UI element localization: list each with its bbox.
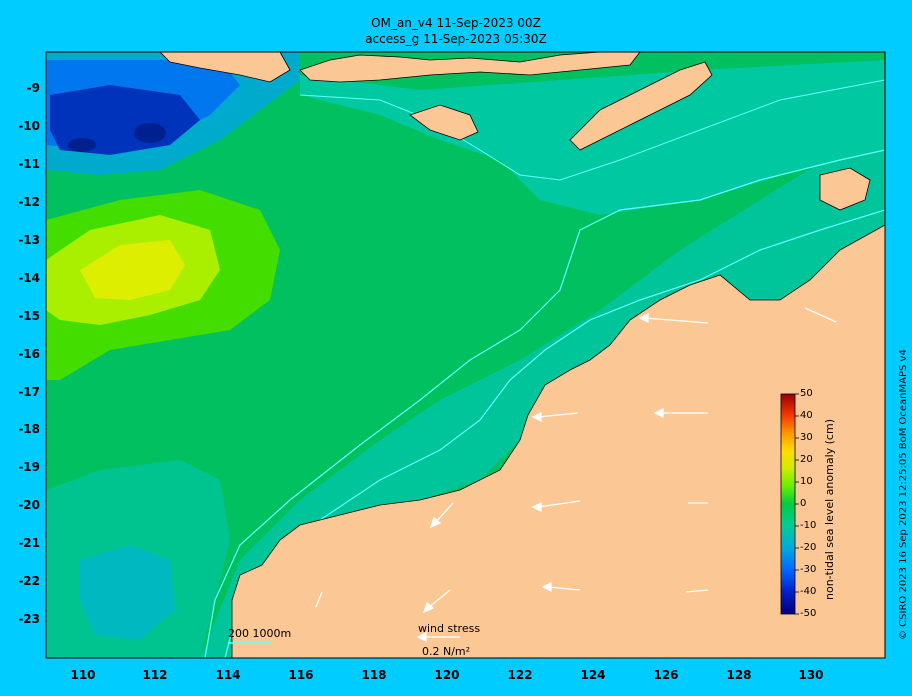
latitude-label: -16 (18, 347, 40, 361)
isobath-north (299, 79, 885, 181)
positive-anomaly-peak (80, 240, 185, 300)
credit-text: © CSIRO 2023 16 Sep 2023 12:25:05 BoM Oc… (898, 349, 909, 640)
colorbar-tick-label: 50 (800, 388, 813, 399)
latitude-label: -17 (18, 385, 40, 399)
tip-landmass-ne (819, 167, 871, 211)
latitude-label: -14 (18, 271, 40, 285)
colorbar-tick-label: -50 (800, 608, 817, 619)
negative-anomaly-min (134, 123, 166, 143)
colorbar-tick-label: -30 (800, 564, 817, 575)
sumba-island (409, 104, 479, 141)
colorbar-tick-label: 30 (800, 432, 813, 443)
southwest-low-region (80, 545, 175, 640)
wind-vectors (315, 307, 837, 643)
colorbar-tick-label: -40 (800, 586, 817, 597)
australia-landmass (231, 224, 885, 658)
lesser-sunda-islands (159, 52, 641, 83)
longitude-label: 130 (798, 668, 824, 682)
map-title-line2: access_g 11-Sep-2023 05:30Z (365, 32, 547, 46)
longitude-label: 124 (580, 668, 606, 682)
longitude-label: 110 (70, 668, 96, 682)
colorbar-tick-label: -20 (800, 542, 817, 553)
longitude-label: 112 (142, 668, 168, 682)
colorbar-tick-label: -10 (800, 520, 817, 531)
latitude-label: -13 (18, 233, 40, 247)
latitude-label: -10 (18, 119, 40, 133)
longitude-label: 122 (507, 668, 533, 682)
colorbar-tick-label: 0 (800, 498, 807, 509)
wind-stress-label: wind stress (418, 622, 481, 635)
isobath-1000m (204, 149, 885, 658)
latitude-label: -23 (18, 612, 40, 626)
longitude-label: 114 (215, 668, 241, 682)
latitude-label: -12 (18, 195, 40, 209)
colorbar (780, 393, 796, 615)
map-title-line1: OM_an_v4 11-Sep-2023 00Z (371, 16, 541, 30)
latitude-label: -18 (18, 422, 40, 436)
timor-island (569, 61, 713, 151)
latitude-label: -20 (18, 498, 40, 512)
latitude-label: -19 (18, 460, 40, 474)
longitude-label: 128 (726, 668, 752, 682)
map-frame (45, 51, 886, 659)
bathymetry-legend-label: 200 1000m (228, 627, 292, 640)
colorbar-label: non-tidal sea level anomaly (cm) (823, 419, 836, 600)
longitude-label: 126 (653, 668, 679, 682)
longitude-label: 120 (434, 668, 460, 682)
wind-stress-scale-label: 0.2 N/m² (422, 645, 471, 658)
longitude-label: 116 (288, 668, 314, 682)
negative-anomaly-min-2 (68, 138, 96, 152)
latitude-label: -15 (18, 309, 40, 323)
latitude-label: -22 (18, 574, 40, 588)
colorbar-tick-label: 40 (800, 410, 813, 421)
latitude-label: -9 (26, 81, 40, 95)
longitude-label: 118 (361, 668, 387, 682)
latitude-label: -11 (18, 157, 40, 171)
latitude-label: -21 (18, 536, 40, 550)
colorbar-tick-label: 20 (800, 454, 813, 465)
colorbar-tick-marks (795, 393, 799, 615)
colorbar-tick-label: 10 (800, 476, 813, 487)
